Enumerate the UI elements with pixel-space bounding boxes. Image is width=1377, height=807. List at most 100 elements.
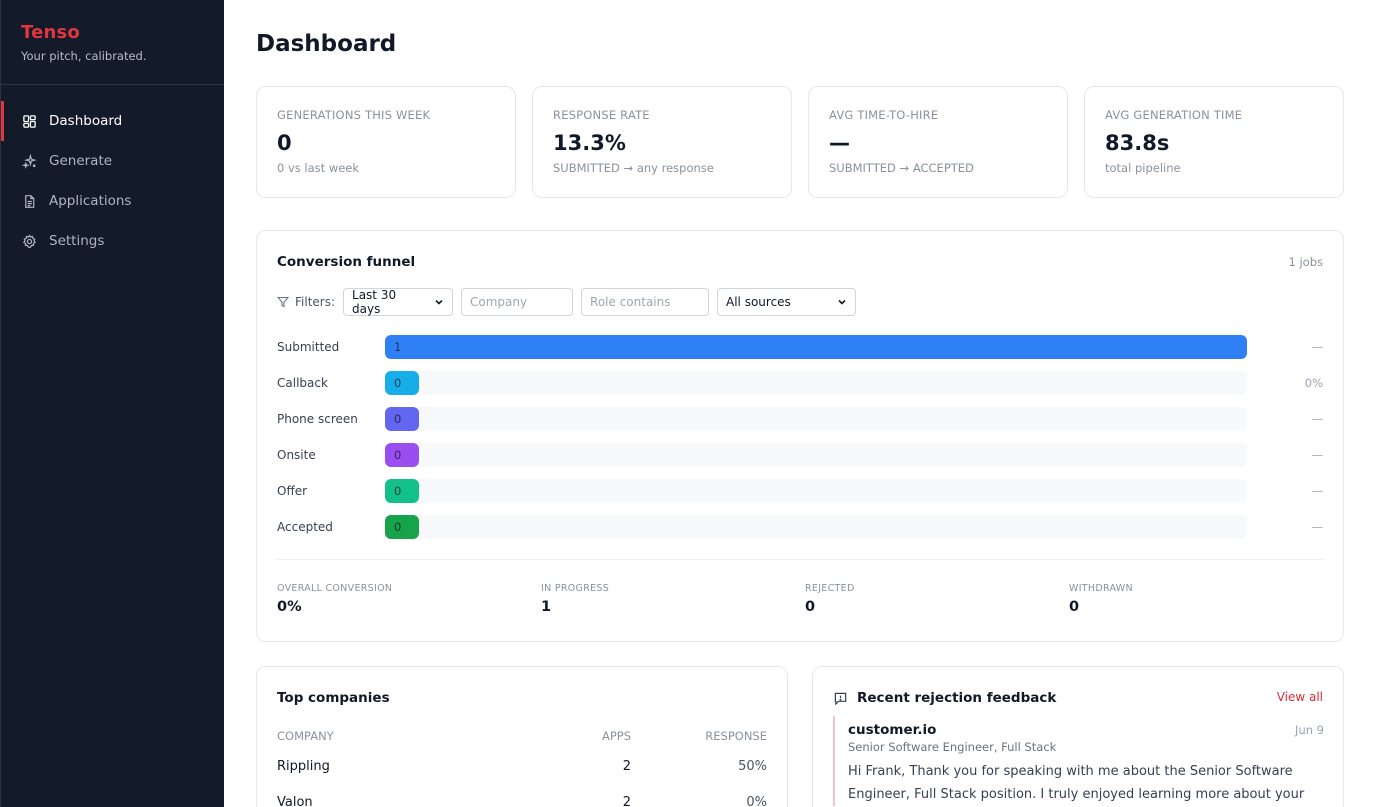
funnel-stage-row: Offer 0 — (277, 479, 1323, 515)
stat-label: AVG GENERATION TIME (1105, 108, 1243, 122)
summary-label: IN PROGRESS (541, 583, 610, 594)
summary-value: 0 (805, 599, 816, 615)
sidebar-item-generate[interactable]: Generate (1, 141, 224, 181)
brand-tagline: Your pitch, calibrated. (21, 49, 147, 63)
feedback-role: Senior Software Engineer, Full Stack (848, 740, 1057, 754)
date-range-value: Last 30 days (352, 288, 397, 316)
funnel-stage-row: Callback 0 0% (277, 371, 1323, 407)
stats-row: GENERATIONS THIS WEEK 0 0 vs last week R… (256, 86, 1344, 198)
sidebar-nav: Dashboard Generate Applications Settings (1, 101, 224, 261)
company-response: 50% (738, 758, 767, 774)
summary-withdrawn: WITHDRAWN 0 (1069, 583, 1333, 615)
stat-sub: SUBMITTED → any response (553, 161, 714, 175)
stage-count: 0 (394, 376, 402, 390)
column-header-apps: APPS (601, 729, 631, 743)
role-filter-input[interactable]: Role contains (581, 288, 710, 316)
conversion-funnel-card: Conversion funnel 1 jobs Filters: Last 3… (256, 230, 1344, 642)
table-row[interactable]: Rippling 2 50% (277, 748, 767, 784)
stat-value: 83.8s (1105, 131, 1170, 155)
stage-bar: 0 (385, 443, 419, 467)
funnel-stage-row: Submitted 1 — (277, 335, 1323, 371)
stat-card-response-rate: RESPONSE RATE 13.3% SUBMITTED → any resp… (532, 86, 792, 198)
company-apps: 2 (622, 794, 631, 807)
stage-bar: 1 (385, 335, 1247, 359)
funnel-stages: Submitted 1 — Callback 0 0% Phone sc (277, 335, 1323, 551)
companies-table: COMPANY APPS RESPONSE Rippling 2 50% Val… (277, 724, 767, 807)
summary-label: OVERALL CONVERSION (277, 583, 393, 594)
stage-track: 1 (385, 335, 1247, 359)
stat-label: RESPONSE RATE (553, 108, 650, 122)
feedback-company: customer.io (848, 722, 937, 738)
document-icon (21, 193, 37, 209)
stat-sub: SUBMITTED → ACCEPTED (829, 161, 974, 175)
sidebar-item-label: Settings (49, 233, 105, 249)
filter-icon (277, 296, 289, 308)
table-row[interactable]: Valon 2 0% (277, 784, 767, 807)
column-header-response: RESPONSE (705, 729, 767, 743)
brand: Tenso Your pitch, calibrated. (1, 0, 224, 85)
stage-percent: — (1311, 340, 1324, 354)
summary-label: REJECTED (805, 583, 855, 594)
summary-value: 1 (541, 599, 552, 615)
stage-percent: — (1311, 412, 1324, 426)
column-header-company: COMPANY (277, 729, 334, 743)
feedback-title-text: Recent rejection feedback (857, 690, 1057, 706)
stage-label: Submitted (277, 340, 340, 354)
stat-label: GENERATIONS THIS WEEK (277, 108, 431, 122)
stage-bar: 0 (385, 479, 419, 503)
sidebar-item-applications[interactable]: Applications (1, 181, 224, 221)
stage-label: Phone screen (277, 412, 358, 426)
feedback-date: Jun 9 (1295, 723, 1324, 737)
company-name: Rippling (277, 758, 330, 774)
stat-sub: total pipeline (1105, 161, 1181, 175)
stage-bar: 0 (385, 407, 419, 431)
sidebar-item-settings[interactable]: Settings (1, 221, 224, 261)
date-range-select[interactable]: Last 30 days (343, 288, 454, 316)
top-companies-card: Top companies COMPANY APPS RESPONSE Ripp… (256, 666, 788, 807)
feedback-entry[interactable]: customer.io Jun 9 Senior Software Engine… (833, 716, 1324, 806)
stage-label: Accepted (277, 520, 333, 534)
sidebar-item-dashboard[interactable]: Dashboard (1, 101, 224, 141)
sidebar: Tenso Your pitch, calibrated. Dashboard … (0, 0, 224, 807)
card-title: Top companies (277, 690, 390, 706)
funnel-stage-row: Phone screen 0 — (277, 407, 1323, 443)
sidebar-item-label: Applications (49, 193, 132, 209)
funnel-summary: OVERALL CONVERSION 0% IN PROGRESS 1 REJE… (277, 583, 1333, 615)
company-filter-input[interactable]: Company (461, 288, 574, 316)
company-name: Valon (277, 794, 313, 807)
stat-label: AVG TIME-TO-HIRE (829, 108, 939, 122)
feedback-title: Recent rejection feedback (833, 690, 1056, 706)
stage-label: Offer (277, 484, 308, 498)
brand-name[interactable]: Tenso (21, 22, 80, 43)
rejection-feedback-card: Recent rejection feedback View all custo… (812, 666, 1344, 807)
funnel-title: Conversion funnel (277, 254, 416, 270)
funnel-job-count: 1 jobs (1288, 255, 1324, 269)
stat-card-generations: GENERATIONS THIS WEEK 0 0 vs last week (256, 86, 516, 198)
chevron-down-icon (838, 299, 846, 305)
view-all-link[interactable]: View all (1276, 690, 1323, 704)
stage-count: 0 (394, 484, 402, 498)
stat-sub: 0 vs last week (277, 161, 360, 175)
summary-value: 0 (1069, 599, 1080, 615)
stage-track: 0 (385, 515, 1247, 539)
funnel-stage-row: Accepted 0 — (277, 515, 1323, 551)
stage-label: Callback (277, 376, 328, 390)
stat-card-time-to-hire: AVG TIME-TO-HIRE — SUBMITTED → ACCEPTED (808, 86, 1068, 198)
stage-bar: 0 (385, 515, 419, 539)
stage-label: Onsite (277, 448, 316, 462)
stage-count: 0 (394, 520, 402, 534)
stage-track: 0 (385, 407, 1247, 431)
gear-icon (21, 233, 37, 249)
stat-card-generation-time: AVG GENERATION TIME 83.8s total pipeline (1084, 86, 1344, 198)
stage-track: 0 (385, 479, 1247, 503)
chevron-down-icon (435, 299, 443, 305)
company-response: 0% (746, 794, 767, 807)
page-title: Dashboard (256, 31, 397, 57)
sparkle-icon (21, 153, 37, 169)
stage-bar: 0 (385, 371, 419, 395)
filters-label: Filters: (277, 295, 335, 309)
stage-count: 0 (394, 448, 402, 462)
source-select[interactable]: All sources (717, 288, 857, 316)
summary-rejected: REJECTED 0 (805, 583, 1069, 615)
stage-track: 0 (385, 443, 1247, 467)
